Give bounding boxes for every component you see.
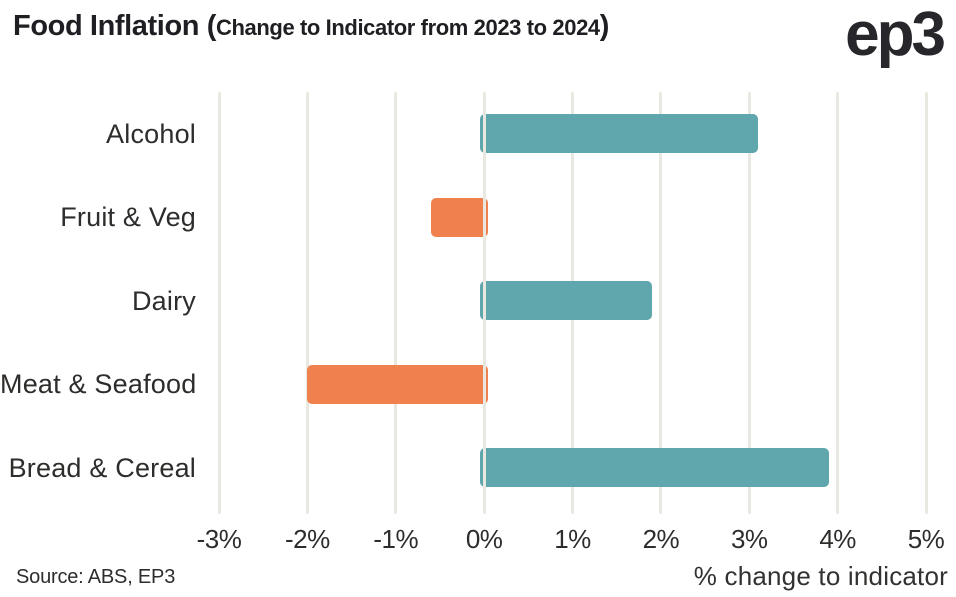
x-tick-label: 4% xyxy=(819,524,856,554)
x-tick-label: -2% xyxy=(285,524,330,554)
source-note: Source: ABS, EP3 xyxy=(16,566,176,588)
page-title: Food Inflation (Change to Indicator from… xyxy=(13,10,609,43)
gridline xyxy=(305,92,309,514)
gridline xyxy=(924,92,928,514)
category-label-meat-seafood: Meat & Seafood xyxy=(0,369,197,400)
bar-alcohol xyxy=(480,114,759,154)
x-tick-label: -3% xyxy=(196,524,242,554)
gridline xyxy=(747,92,751,514)
gridline xyxy=(836,92,840,514)
title-main: Food Inflation ( xyxy=(13,10,216,42)
x-tick-label: 1% xyxy=(554,524,591,554)
gridline xyxy=(217,92,221,514)
bar-fruit-veg xyxy=(431,197,489,237)
bar-bread-cereal xyxy=(480,448,829,488)
title-subtitle: Change to Indicator from 2023 to 2024 xyxy=(216,15,600,40)
gridline xyxy=(659,92,663,514)
x-tick-label: 2% xyxy=(642,524,680,554)
brand-logo-ep3: ep3 xyxy=(845,0,946,69)
category-label-bread-cereal: Bread & Cereal xyxy=(8,452,196,483)
category-label-alcohol: Alcohol xyxy=(106,118,196,149)
x-tick-label: 0% xyxy=(465,524,503,554)
x-tick-label: -1% xyxy=(373,524,419,554)
zero-gridline xyxy=(482,92,486,514)
x-tick-label: 5% xyxy=(907,524,945,554)
title-close-paren: ) xyxy=(599,10,610,42)
x-axis-title: % change to indicator xyxy=(693,561,948,591)
category-label-fruit-veg: Fruit & Veg xyxy=(60,202,196,233)
bar-dairy xyxy=(480,281,653,321)
bar-meat-seafood xyxy=(307,364,489,404)
gridline xyxy=(394,92,398,514)
category-label-dairy: Dairy xyxy=(131,285,196,316)
x-tick-label: 3% xyxy=(730,524,768,554)
